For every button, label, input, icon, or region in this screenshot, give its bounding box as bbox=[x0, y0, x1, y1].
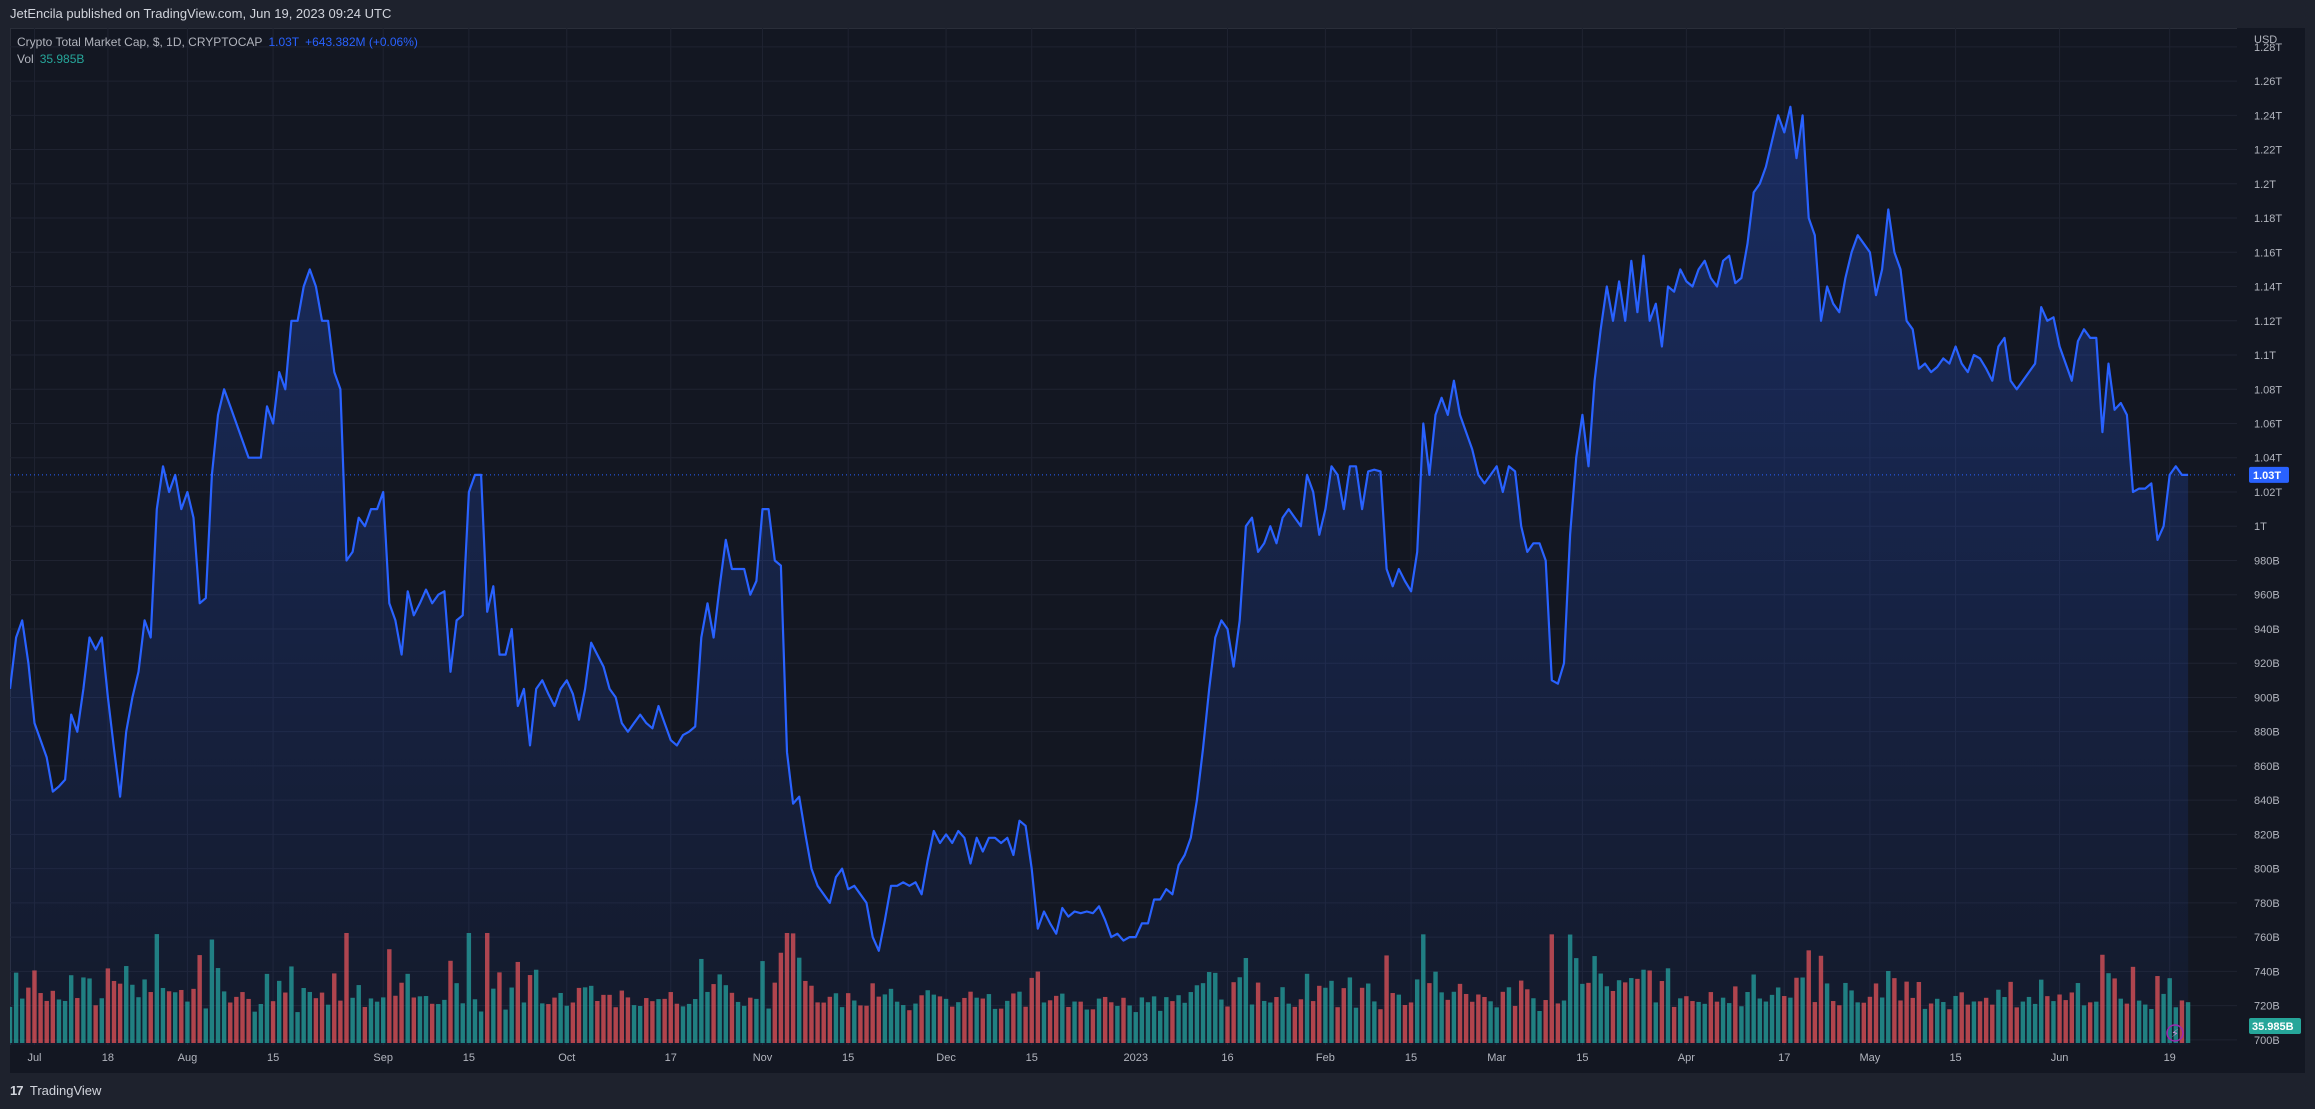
price-tick-label: 1.14T bbox=[2254, 282, 2282, 294]
price-tick-label: 1.16T bbox=[2254, 247, 2282, 259]
price-tick-label: 1.06T bbox=[2254, 419, 2282, 431]
price-tick-label: 1.04T bbox=[2254, 453, 2282, 465]
lightning-icon[interactable]: ⚡ bbox=[2166, 1024, 2184, 1042]
price-tick-label: 1.24T bbox=[2254, 110, 2282, 122]
price-scale[interactable] bbox=[2237, 28, 2305, 1073]
time-tick-label: 15 bbox=[842, 1052, 854, 1064]
time-tick-label: 15 bbox=[1026, 1052, 1038, 1064]
price-tick-label: 980B bbox=[2254, 555, 2280, 567]
price-tick-label: 1.02T bbox=[2254, 487, 2282, 499]
time-tick-label: 15 bbox=[1576, 1052, 1588, 1064]
price-chart[interactable]: 1.28T 1.26T 1.24T 1.22T 1.2T 1.18T 1.16T 1.14T 1… bbox=[10, 28, 2305, 1073]
legend-price: 1.03T bbox=[268, 35, 300, 49]
time-tick-label: Jun bbox=[2051, 1052, 2069, 1064]
price-tick-label: 1.28T bbox=[2254, 42, 2282, 54]
publish-info: JetEncila published on TradingView.com, … bbox=[10, 6, 392, 21]
price-tick-label: 800B bbox=[2254, 864, 2280, 876]
price-tick-label: 1.1T bbox=[2254, 350, 2276, 362]
time-tick-label: 2023 bbox=[1123, 1052, 1147, 1064]
price-tick-label: 880B bbox=[2254, 727, 2280, 739]
tradingview-logo-icon[interactable]: 17 bbox=[10, 1083, 24, 1098]
svg-text:⚡: ⚡ bbox=[2171, 1028, 2179, 1040]
price-tick-label: 940B bbox=[2254, 624, 2280, 636]
symbol-row[interactable]: Crypto Total Market Cap, $, 1D, CRYPTOCA… bbox=[17, 34, 418, 51]
time-tick-label: 15 bbox=[1405, 1052, 1417, 1064]
time-tick-label: Feb bbox=[1316, 1052, 1335, 1064]
time-tick-label: Dec bbox=[936, 1052, 956, 1064]
time-tick-label: Apr bbox=[1678, 1052, 1695, 1064]
price-tick-label: 960B bbox=[2254, 590, 2280, 602]
volume-label: Vol bbox=[17, 52, 34, 66]
legend-change: +643.382M (+0.06%) bbox=[305, 35, 418, 49]
price-tick-label: 1.2T bbox=[2254, 179, 2276, 191]
volume-row[interactable]: Vol 35.985B bbox=[17, 51, 418, 68]
price-tick-label: 720B bbox=[2254, 1001, 2280, 1013]
brand-name[interactable]: TradingView bbox=[29, 1083, 102, 1098]
volume-tag: 35.985B bbox=[2249, 1018, 2301, 1034]
price-tick-label: 900B bbox=[2254, 692, 2280, 704]
symbol-name: Crypto Total Market Cap, $, 1D, CRYPTOCA… bbox=[17, 35, 263, 49]
time-tick-label: Jul bbox=[27, 1052, 41, 1064]
last-price-label: 1.03T bbox=[2253, 470, 2281, 482]
price-tick-label: 1T bbox=[2254, 521, 2267, 533]
price-tick-label: 820B bbox=[2254, 829, 2280, 841]
currency-label[interactable]: USD bbox=[2254, 34, 2277, 46]
time-tick-label: Aug bbox=[178, 1052, 198, 1064]
time-tick-label: 15 bbox=[463, 1052, 475, 1064]
time-tick-label: Nov bbox=[753, 1052, 773, 1064]
price-tick-label: 700B bbox=[2254, 1035, 2280, 1047]
time-tick-label: Mar bbox=[1487, 1052, 1506, 1064]
price-tick-label: 740B bbox=[2254, 966, 2280, 978]
time-axis-labels: Jul 18 Aug 15 Sep 15 Oct 17 Nov 15 Dec 15 2023 16 Feb 1… bbox=[27, 1052, 2175, 1064]
time-tick-label: 17 bbox=[1778, 1052, 1790, 1064]
price-axis-labels: 1.28T 1.26T 1.24T 1.22T 1.2T 1.18T 1.16T 1.14T 1… bbox=[2254, 42, 2282, 1047]
time-tick-label: May bbox=[1860, 1052, 1881, 1064]
price-tick-label: 1.22T bbox=[2254, 145, 2282, 157]
volume-last-label: 35.985B bbox=[2252, 1021, 2294, 1033]
price-tick-label: 1.18T bbox=[2254, 213, 2282, 225]
time-tick-label: 15 bbox=[267, 1052, 279, 1064]
price-tick-label: 760B bbox=[2254, 932, 2280, 944]
price-tick-label: 860B bbox=[2254, 761, 2280, 773]
time-scale[interactable] bbox=[10, 1045, 2305, 1073]
publish-header: JetEncila published on TradingView.com, … bbox=[0, 0, 2315, 28]
price-tick-label: 1.08T bbox=[2254, 384, 2282, 396]
time-tick-label: Sep bbox=[373, 1052, 393, 1064]
chart-legend[interactable]: Crypto Total Market Cap, $, 1D, CRYPTOCA… bbox=[17, 34, 418, 68]
price-tick-label: 1.26T bbox=[2254, 76, 2282, 88]
price-line bbox=[10, 105, 2189, 952]
time-tick-label: 18 bbox=[102, 1052, 114, 1064]
price-area bbox=[10, 106, 2189, 1046]
time-tick-label: 19 bbox=[2164, 1052, 2176, 1064]
time-tick-label: 15 bbox=[1949, 1052, 1961, 1064]
price-tick-label: 780B bbox=[2254, 898, 2280, 910]
price-tick-label: 920B bbox=[2254, 658, 2280, 670]
time-tick-label: Oct bbox=[558, 1052, 575, 1064]
volume-value: 35.985B bbox=[39, 52, 85, 66]
footer: 17 TradingView bbox=[0, 1073, 2315, 1109]
time-tick-label: 17 bbox=[665, 1052, 677, 1064]
time-tick-label: 16 bbox=[1221, 1052, 1233, 1064]
last-price-tag: 1.03T bbox=[2249, 466, 2289, 483]
price-tick-label: 1.12T bbox=[2254, 316, 2282, 328]
price-tick-label: 840B bbox=[2254, 795, 2280, 807]
